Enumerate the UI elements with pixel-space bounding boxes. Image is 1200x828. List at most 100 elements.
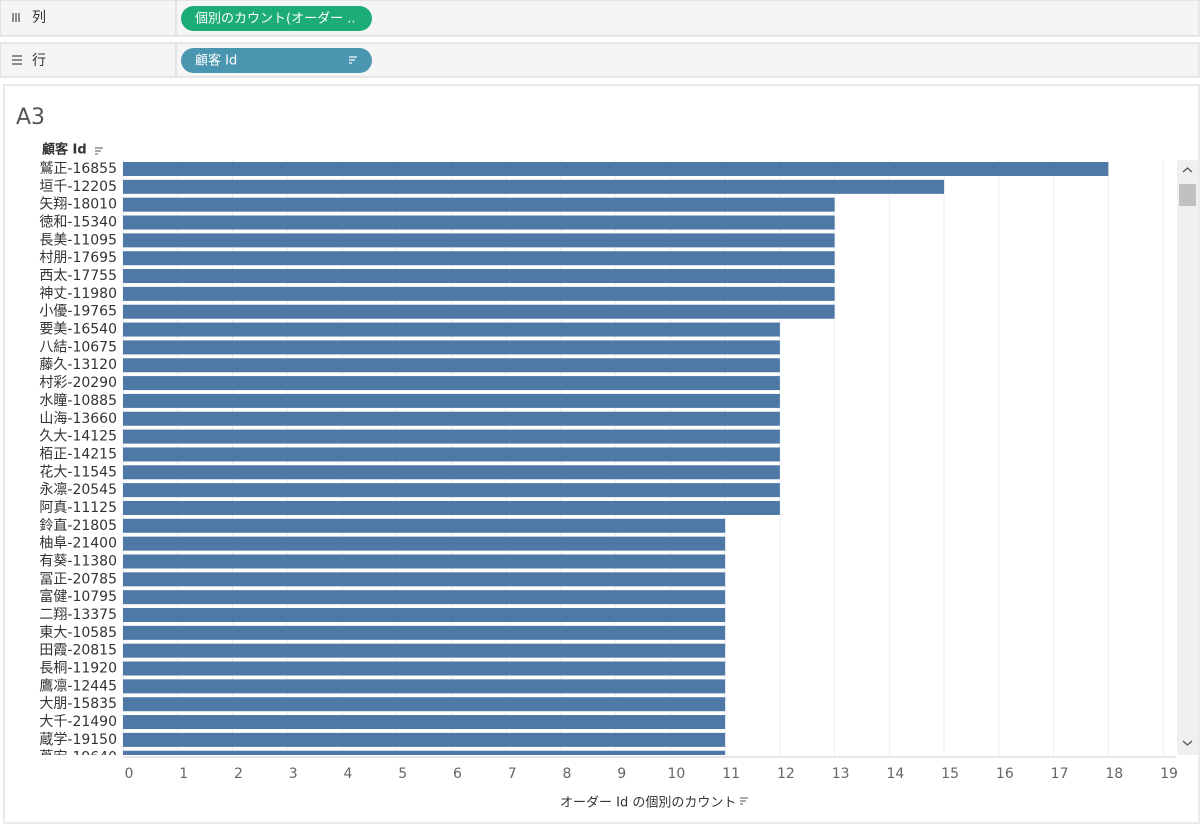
x-tick-label: 0 [125,766,134,782]
bar [123,483,780,498]
bar [123,625,726,640]
y-tick-label: 二翔-13375 [39,607,117,623]
x-tick-label: 4 [343,766,352,782]
bar [123,393,780,408]
bar [123,732,726,747]
bar [123,304,835,319]
y-tick-label: 蔵学-19150 [39,732,117,748]
bar [123,608,726,622]
y-tick-label: 村朋-17695 [39,250,117,266]
columns-pill[interactable] [181,6,372,31]
y-tick-label: 久大-14125 [39,429,117,445]
y-tick-label: 水瞳-10885 [39,392,117,409]
y-tick-label: 永凛-20545 [39,481,117,498]
y-tick-label: 小優-19765 [39,304,117,320]
bar [123,500,780,515]
y-tick-label: 鈴直-21805 [39,517,117,534]
y-tick-label: 要美-16540 [39,322,117,338]
y-tick-label: 山海-13660 [39,411,117,427]
bar [123,715,726,730]
y-tick-label: 神丈-11980 [39,286,117,302]
y-tick-label: 鷹凛-12445 [39,677,117,694]
scroll-up[interactable] [1182,167,1193,173]
x-tick-label: 8 [562,766,571,782]
rows-pill[interactable] [181,48,372,73]
y-tick-label: 栢正-14215 [39,446,117,462]
columns-pill-text[interactable]: 個別のカウント(オーダー .. [195,12,355,27]
bar [123,447,780,462]
x-tick-label: 18 [1105,766,1123,782]
x-tick-label: 1 [179,766,188,782]
y-tick-label: 西太-17755 [39,268,117,284]
bar [123,572,726,587]
bar [123,233,835,248]
x-tick-label: 5 [398,766,407,782]
y-tick-label: 柚阜-21400 [39,535,117,552]
bar [123,197,835,212]
x-axis: 0 1 2 3 4 5 6 7 8 9 10 11 12 13 14 15 16 17 18 19 [123,756,1178,782]
bar [123,269,835,284]
y-tick-label: 垣千-12205 [39,179,117,195]
y-tick-label: 村彩-20290 [39,375,117,391]
bar [123,643,726,658]
columns-shelf [0,0,1200,37]
columns-label: 列 [32,10,46,26]
bar [123,518,726,533]
sort-icon [740,797,748,805]
y-tick-label: 田霞-20815 [39,643,117,659]
bar [123,162,1109,176]
scrollbar-thumb[interactable] [1179,184,1196,206]
x-tick-label: 17 [1051,766,1069,782]
bar [123,697,726,712]
bar [123,179,945,194]
bar [123,536,726,551]
x-tick-label: 7 [508,766,517,782]
rows-label: 行 [32,53,46,69]
bar [123,750,726,755]
y-header: 顧客 Id [42,142,87,158]
scrollbar[interactable] [1177,160,1198,755]
x-tick-label: 12 [777,766,795,782]
sort-icon [349,56,357,64]
y-tick-label: 阿真-11125 [39,500,117,516]
y-tick-label: 鷲正-16855 [39,161,117,177]
y-tick-label: 冨正-20785 [39,571,117,587]
sheet-title: A3 [16,105,45,130]
x-tick-label: 3 [289,766,298,782]
scroll-down[interactable] [1182,740,1193,746]
x-tick-label: 19 [1160,766,1178,782]
rows-pill-text[interactable]: 顧客 Id [195,53,237,69]
y-tick-label: 八結-10675 [39,339,117,355]
bar [123,376,780,391]
bar [123,411,780,426]
y-tick-label: 東大-10585 [39,625,117,641]
bar [123,679,726,694]
rows-shelf [0,42,1200,78]
bar [123,661,726,676]
y-tick-label: 徳和-15340 [39,215,117,231]
y-tick-label: 有葵-11380 [39,553,117,569]
y-tick-label: 藤久-13120 [39,357,117,373]
y-tick-label: 蔦宏-19640 [39,750,117,766]
x-tick-label: 9 [617,766,626,782]
bar [123,554,726,569]
x-tick-label: 14 [886,766,904,782]
bar [123,322,780,337]
x-axis-title: オーダー Id の個別のカウント [560,796,736,811]
bar [123,340,780,355]
x-tick-label: 15 [941,766,959,782]
y-tick-label: 大千-21490 [39,714,117,730]
y-tick-label: 花大-11545 [39,464,117,480]
plot: 鷲正-16855 垣千-12205 矢翔-18010 徳和-15340長美-11095… [39,160,1164,766]
bar [123,251,835,266]
y-tick-label: 矢翔-18010 [39,197,117,213]
bar [123,465,780,480]
bar [123,590,726,605]
x-tick-label: 16 [996,766,1014,782]
y-tick-label: 富健-10795 [39,588,117,605]
bar [123,286,835,301]
columns-icon [12,13,20,22]
x-tick-label: 10 [667,766,685,782]
rows-icon [12,55,22,65]
